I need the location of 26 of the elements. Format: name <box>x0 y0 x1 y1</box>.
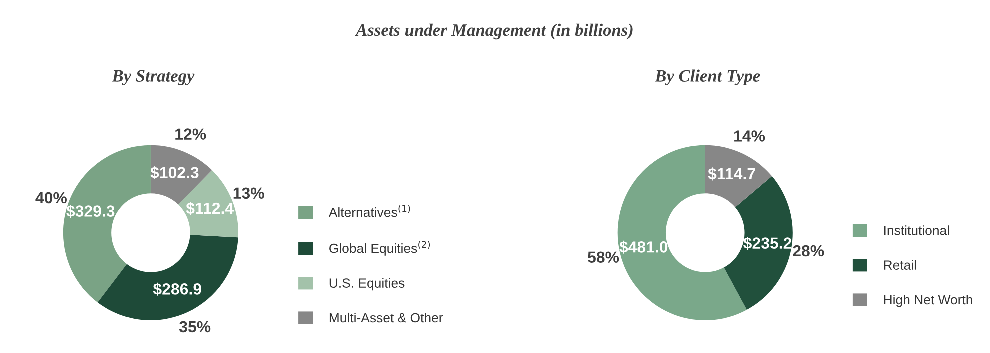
legend-label: U.S. Equities <box>330 278 405 291</box>
legend-label: Alternatives$^{(1)}$ <box>328 205 410 218</box>
text: 13% <box>234 188 264 200</box>
chart-subtitle: By Client Type <box>654 70 760 86</box>
text: 12% <box>176 128 206 140</box>
legend-label: Institutional <box>884 226 950 236</box>
data-label: $329.3 <box>66 204 115 218</box>
data-label: $235.2 <box>744 236 792 250</box>
legend-label: Retail <box>884 260 916 270</box>
data-label: $286.9 <box>153 282 202 296</box>
data-label: $481.0 <box>620 240 668 254</box>
data-label: $112.4 <box>186 202 234 216</box>
data-label: $102.3 <box>150 166 199 180</box>
chart-subtitle: By Strategy <box>112 70 195 86</box>
text: 40% <box>36 192 68 204</box>
legend-label: High Net Worth <box>884 294 972 308</box>
legend-label: Global Equities$^{(2)}$ <box>330 241 430 256</box>
donut-slice <box>98 235 238 321</box>
text: 58% <box>588 252 620 264</box>
legend-label: Multi-Asset & Other <box>330 312 444 323</box>
text: 14% <box>734 130 766 142</box>
data-label: $114.7 <box>708 168 756 181</box>
text: 28% <box>793 245 824 257</box>
donut-slice <box>705 145 772 208</box>
text: 35% <box>179 321 211 333</box>
text: Assets under Management (in billions) <box>355 24 633 40</box>
